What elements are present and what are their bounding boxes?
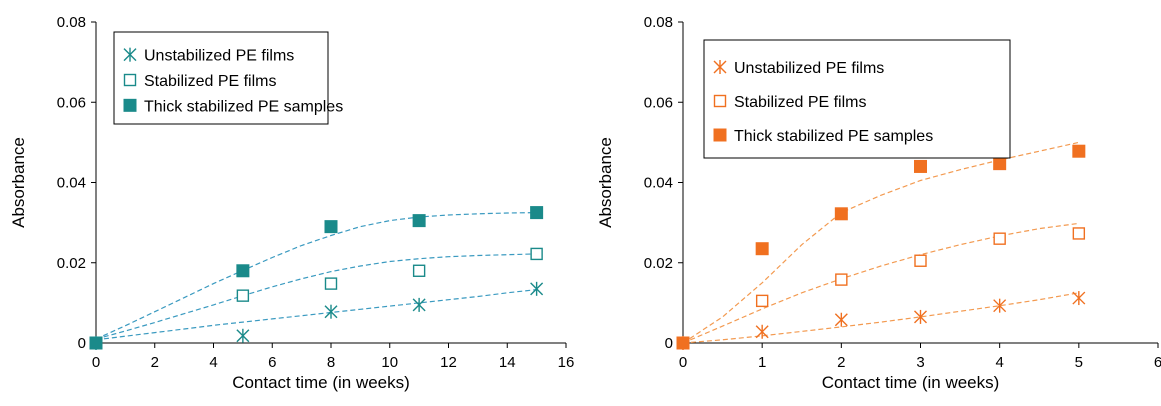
chart1-x-tick-label: 2 (151, 354, 159, 371)
chart2-y-axis-title: Absorbance (596, 137, 615, 228)
chart2-legend-marker-2 (713, 94, 727, 108)
chart1-x-tick-label: 4 (209, 354, 217, 371)
chart1-y-tick-label: 0.06 (57, 94, 86, 111)
chart2-x-axis-title: Contact time (in weeks) (822, 373, 1000, 392)
chart1-legend-label-3: Thick stabilized PE samples (144, 98, 343, 115)
chart1-series1-point (236, 328, 250, 343)
chart1-legend-box (113, 31, 329, 125)
chart1-legend-marker-3 (123, 98, 137, 112)
chart1-series1-point (530, 281, 544, 296)
chart2-legend-label-1: Unstabilized PE films (734, 60, 884, 77)
chart1-x-tick-label: 8 (327, 354, 335, 371)
chart2-y-tick-label: 0.04 (644, 175, 673, 192)
chart1-series3-point (324, 220, 338, 234)
chart2-series2-point (914, 254, 927, 267)
chart1-x-tick-label: 0 (92, 354, 100, 371)
chart1-series3-point (89, 336, 103, 350)
chart2-x-tick-label: 3 (916, 354, 924, 371)
chart1-series1-point (412, 297, 426, 312)
chart1-legend: Unstabilized PE films Stabilized PE films… (113, 31, 343, 125)
chart2-series1-point (993, 298, 1007, 313)
chart1-trendline-2 (95, 253, 537, 340)
chart1-series2-point (236, 289, 250, 302)
chart2-x-tick-label: 5 (1075, 354, 1083, 371)
chart1-y-tick-label: 0.02 (57, 255, 86, 272)
chart2-series3-point (676, 336, 690, 350)
chart2-x-tick-label: 6 (1154, 354, 1161, 371)
chart1-legend-marker-1 (123, 47, 137, 62)
chart2-series2-point (1072, 227, 1086, 240)
chart1-legend-label-2: Stabilized PE films (144, 73, 277, 90)
chart1-y-axis-title: Absorbance (9, 137, 28, 228)
chart1-y-tick-label: 0.08 (57, 14, 86, 31)
chart1-y-tick-label: 0.04 (57, 175, 86, 192)
chart2-x-tick-label: 4 (995, 354, 1003, 371)
chart2-legend-label-3: Thick stabilized PE samples (734, 128, 933, 145)
chart1-series1-point (324, 304, 338, 319)
chart2-series1-point (1072, 291, 1086, 306)
chart1-x-tick-label: 14 (499, 354, 516, 371)
chart2-y-tick-label: 0 (665, 335, 673, 352)
chart2-series2-point (993, 232, 1006, 245)
chart2: 0 0.02 0.04 0.06 0.08 0 1 2 3 4 5 6 Contact time (in… (596, 14, 1161, 392)
chart2-legend-marker-1 (713, 60, 727, 74)
chart1-series2-point (412, 264, 426, 277)
chart2-y-tick-label: 0.02 (644, 255, 673, 272)
chart2-series3-point (1072, 144, 1086, 158)
chart2-legend-box (703, 39, 1011, 159)
chart2-x-tick-label: 2 (837, 354, 845, 371)
chart2-y-tick-label: 0.06 (644, 94, 673, 111)
chart2-trendline-1 (682, 292, 1079, 344)
chart1-series2-point (324, 277, 338, 290)
chart1-trendline-1 (95, 289, 537, 341)
chart1-legend-marker-2 (123, 73, 137, 87)
chart1: 0 0.02 0.04 0.06 0.08 0 2 4 6 8 10 12 14 16 Contact ti… (9, 14, 574, 392)
chart2-y-tick-label: 0.08 (644, 14, 673, 31)
chart2-trendline-3 (682, 141, 1079, 344)
chart1-x-tick-label: 6 (268, 354, 276, 371)
chart2-series3-point (993, 157, 1007, 171)
chart2-series1-point (914, 309, 927, 324)
chart2-trendline-2 (682, 222, 1079, 344)
chart1-x-tick-label: 10 (381, 354, 398, 371)
chart1-series3-point (412, 214, 426, 228)
chart2-series3-point (834, 207, 848, 221)
chart2-series3-point (755, 242, 769, 256)
chart2-series2-point (755, 294, 769, 308)
chart2-legend-marker-3 (713, 128, 727, 142)
chart1-x-tick-label: 12 (440, 354, 457, 371)
chart1-y-tick-label: 0 (78, 335, 86, 352)
chart1-x-tick-label: 16 (558, 354, 575, 371)
chart2-legend: Unstabilized PE films Stabilized PE films… (703, 39, 1011, 159)
chart2-x-tick-label: 1 (758, 354, 766, 371)
chart2-series3-point (914, 159, 927, 173)
chart2-legend-label-2: Stabilized PE films (734, 94, 867, 111)
chart2-x-tick-label: 0 (679, 354, 687, 371)
chart1-trendline-3 (95, 212, 537, 340)
chart2-series1-point (834, 312, 848, 327)
chart1-legend-label-1: Unstabilized PE films (144, 48, 294, 65)
chart1-series3-point (236, 264, 250, 278)
chart1-series3-point (530, 206, 544, 220)
chart2-series2-point (835, 273, 848, 286)
chart1-series2-point (530, 247, 543, 261)
chart1-x-axis-title: Contact time (in weeks) (232, 373, 410, 392)
chart2-series1-point (755, 324, 769, 339)
